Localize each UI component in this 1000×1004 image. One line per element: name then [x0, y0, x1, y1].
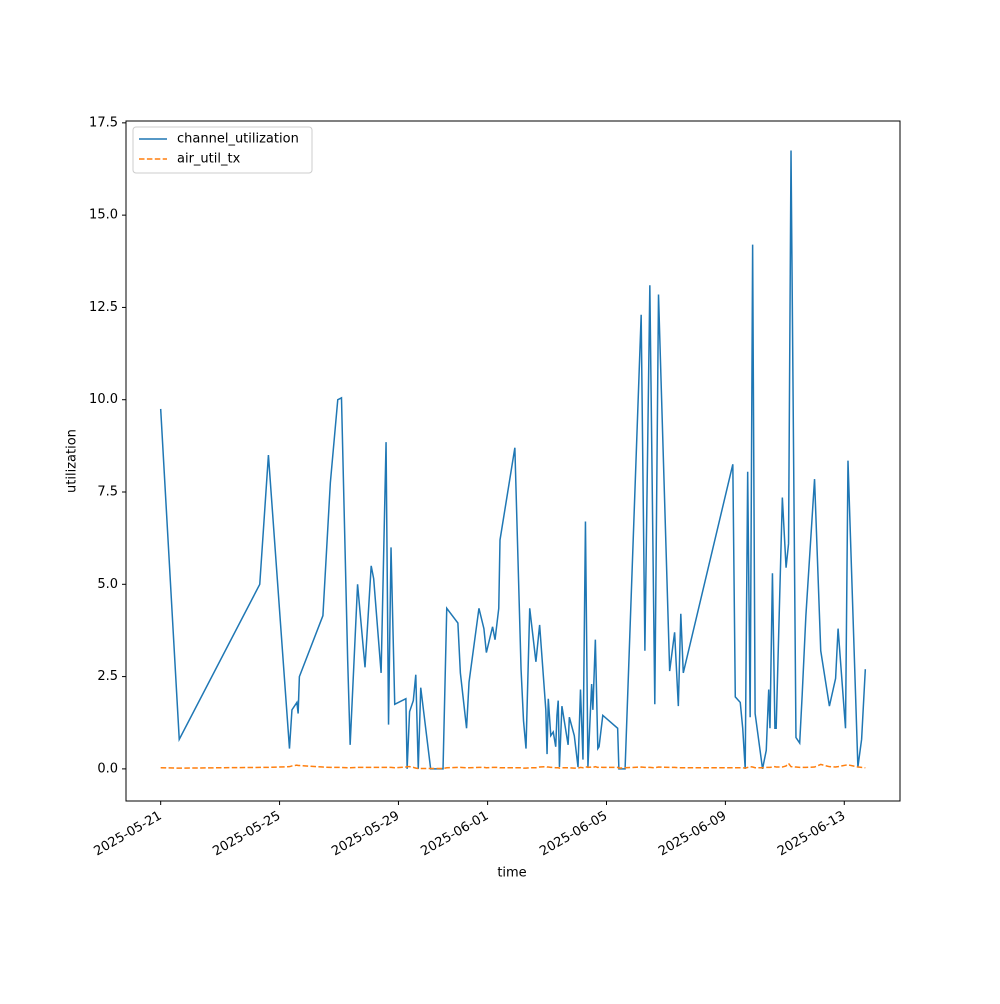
y-tick-label: 7.5 — [97, 485, 118, 500]
y-tick-label: 10.0 — [89, 392, 118, 407]
legend-label: air_util_tx — [177, 152, 241, 167]
series-line — [159, 150, 867, 770]
legend-box — [132, 126, 313, 174]
y-tick-label: 17.5 — [89, 115, 118, 130]
y-tick-label: 15.0 — [89, 208, 118, 223]
legend-label: channel_utilization — [177, 132, 299, 147]
series-line — [160, 762, 866, 770]
y-axis-label: utilization — [65, 429, 80, 493]
y-tick-label: 0.0 — [97, 761, 118, 776]
y-tick-label: 12.5 — [89, 300, 118, 315]
y-tick-label: 2.5 — [97, 669, 118, 684]
y-tick-label: 5.0 — [97, 577, 118, 592]
plot-frame — [125, 120, 901, 802]
x-axis-label: time — [497, 866, 526, 881]
